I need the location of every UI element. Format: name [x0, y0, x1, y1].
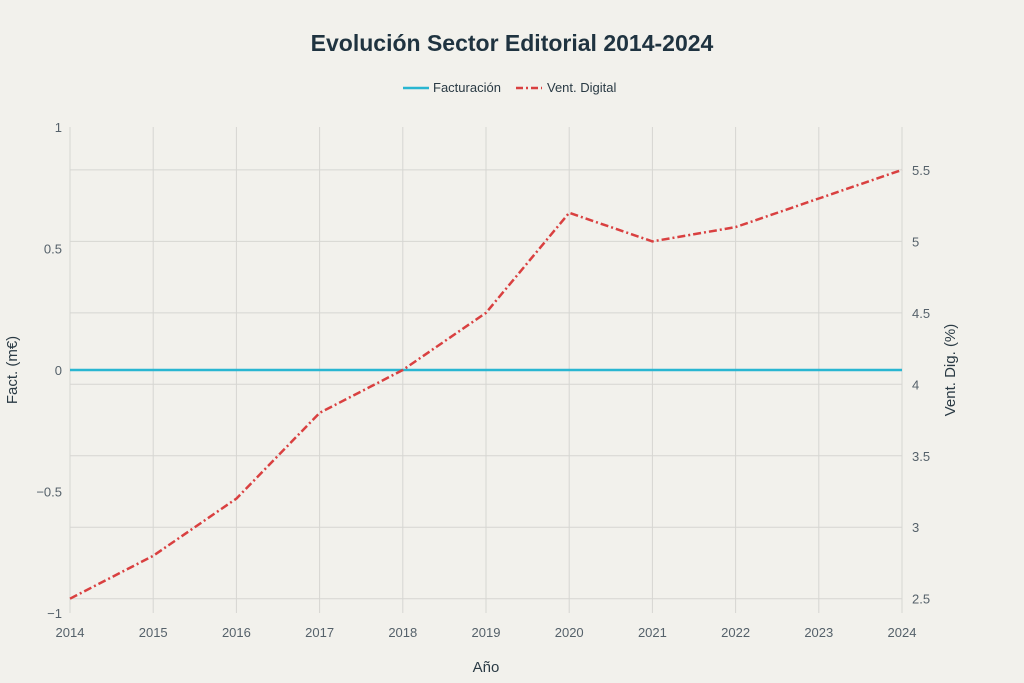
- x-tick-label: 2024: [888, 625, 917, 640]
- y-right-tick-label: 5.5: [912, 163, 930, 178]
- series: [69, 168, 903, 600]
- y-right-axis-ticks: 5.5 5 4.5 4 3.5 3 2.5: [912, 163, 930, 607]
- legend: Facturación Vent. Digital: [403, 80, 616, 95]
- x-tick-label: 2018: [388, 625, 417, 640]
- x-tick-label: 2016: [222, 625, 251, 640]
- x-tick-label: 2020: [555, 625, 584, 640]
- chart-title: Evolución Sector Editorial 2014-2024: [311, 30, 714, 56]
- x-axis-ticks: 2014 2015 2016 2017 2018 2019 2020 2021 2022 2023…: [56, 625, 917, 640]
- y-right-tick-label: 3: [912, 520, 919, 535]
- y-right-axis-title: Vent. Dig. (%): [942, 324, 959, 417]
- series-line-vent-digital: [69, 168, 903, 600]
- x-tick-label: 2022: [721, 625, 750, 640]
- y-right-tick-label: 2.5: [912, 592, 930, 607]
- x-tick-label: 2015: [139, 625, 168, 640]
- y-right-tick-label: 3.5: [912, 449, 930, 464]
- x-tick-label: 2023: [804, 625, 833, 640]
- legend-label-facturacion: Facturación: [433, 80, 501, 95]
- y-left-tick-label: −0.5: [36, 485, 62, 500]
- x-tick-label: 2014: [56, 625, 85, 640]
- x-tick-label: 2019: [472, 625, 501, 640]
- legend-label-vent-digital: Vent. Digital: [547, 80, 616, 95]
- y-left-tick-label: −1: [47, 606, 62, 621]
- y-left-axis-ticks: 1 0.5 0 −0.5 −1: [36, 120, 62, 621]
- y-left-axis-title: Fact. (m€): [4, 336, 21, 404]
- y-right-tick-label: 4: [912, 377, 919, 392]
- x-tick-label: 2021: [638, 625, 667, 640]
- y-left-tick-label: 0.5: [44, 242, 62, 257]
- y-left-tick-label: 1: [55, 120, 62, 135]
- x-axis-title: Año: [473, 659, 500, 676]
- y-right-tick-label: 5: [912, 234, 919, 249]
- x-tick-label: 2017: [305, 625, 334, 640]
- y-left-tick-label: 0: [55, 363, 62, 378]
- y-right-tick-label: 4.5: [912, 306, 930, 321]
